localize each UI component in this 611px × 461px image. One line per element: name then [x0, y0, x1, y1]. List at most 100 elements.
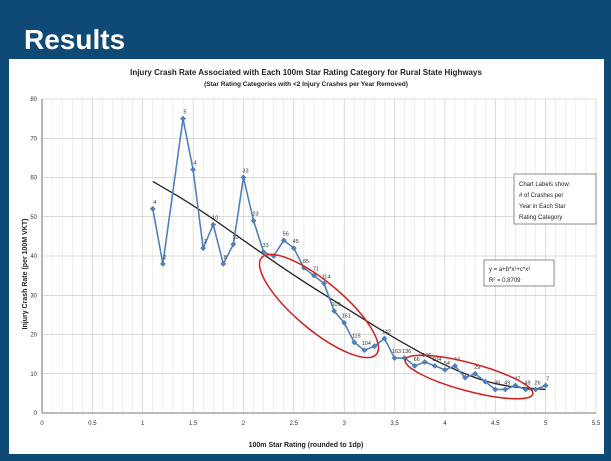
- data-label: 163: [392, 349, 401, 355]
- data-label: 29: [474, 365, 480, 371]
- data-label: 49: [504, 380, 510, 386]
- y-tick-label: 60: [30, 176, 37, 182]
- data-label: 7: [546, 377, 549, 383]
- axes: 0 0.5 1 1.5 2 2.5 3 3.5 4 4.5 5 5.5 0 10 20 30 40 50 60 70 8…: [30, 97, 601, 427]
- note-line-3: Year in Each Star: [519, 204, 565, 210]
- x-tick-label: 4.5: [491, 421, 500, 427]
- y-tick-label: 80: [30, 97, 37, 103]
- data-label: 71: [313, 267, 319, 273]
- data-point: [260, 249, 267, 255]
- data-label: 3: [204, 239, 207, 245]
- chart-label-note-box: Chart Labels show: # of Crashes per Year…: [513, 173, 597, 225]
- data-point: [421, 359, 428, 365]
- data-label: 26: [535, 380, 541, 386]
- data-label: 142: [382, 329, 391, 335]
- data-point: [250, 217, 257, 224]
- data-label: 33: [263, 243, 269, 249]
- data-point: [492, 386, 499, 393]
- x-tick-label: 3.5: [390, 421, 399, 427]
- x-tick-label: 2.5: [290, 421, 299, 427]
- data-label: 109: [332, 302, 341, 308]
- y-axis-title: Injury Crash Rate (per 100M VKT): [22, 219, 29, 330]
- data-point: [351, 339, 358, 346]
- highlight-ellipse-mid: [258, 253, 380, 359]
- data-label: 26: [494, 380, 500, 386]
- x-tick-label: 0: [40, 421, 44, 427]
- x-tick-label: 0.5: [88, 421, 97, 427]
- data-label: 85: [303, 259, 309, 265]
- y-tick-label: 30: [30, 293, 37, 299]
- series-line: [152, 118, 546, 391]
- chart-title: Injury Crash Rate Associated with Each 1…: [130, 68, 482, 77]
- data-label: 54: [444, 361, 450, 367]
- note-box-frame: [513, 173, 597, 225]
- trend-r2: R² = 0.8709: [489, 278, 521, 284]
- data-label: 2: [163, 255, 166, 261]
- data-label: 136: [402, 349, 411, 355]
- data-point: [452, 363, 458, 369]
- data-point: [220, 260, 227, 267]
- y-tick-label: 40: [30, 254, 37, 260]
- y-tick-label: 0: [34, 411, 38, 417]
- data-point: [190, 166, 196, 173]
- data-label: 45: [293, 239, 299, 245]
- data-point: [361, 347, 368, 354]
- y-tick-label: 20: [30, 333, 37, 339]
- data-point: [512, 382, 519, 389]
- x-tick-label: 1: [141, 421, 145, 427]
- data-label: 23: [252, 212, 258, 218]
- data-point: [159, 260, 166, 267]
- data-labels: 4254310812332333564585711141091611151041…: [153, 110, 549, 387]
- data-point: [381, 335, 388, 342]
- data-point: [391, 355, 398, 361]
- data-point: [290, 245, 297, 252]
- data-point: [532, 386, 539, 393]
- highlight-ellipses: [258, 253, 534, 400]
- data-point: [210, 221, 217, 228]
- x-tick-label: 2: [242, 421, 246, 427]
- data-point: [321, 280, 327, 287]
- slide-title: Results: [24, 24, 126, 55]
- data-label: 4: [153, 200, 156, 206]
- data-point: [240, 174, 247, 181]
- data-label: 104: [362, 341, 371, 347]
- equation-box-frame: [483, 259, 555, 287]
- x-tick-label: 1.5: [189, 421, 198, 427]
- x-tick-label: 5.5: [592, 421, 601, 427]
- note-line-4: Rating Category: [519, 215, 562, 221]
- data-point: [502, 386, 509, 393]
- data-point: [522, 386, 529, 393]
- data-point: [180, 115, 186, 122]
- data-label: 49: [524, 380, 530, 386]
- note-line-2: # of Crashes per: [519, 193, 563, 199]
- data-point: [542, 382, 549, 389]
- data-point: [200, 245, 207, 252]
- x-tick-label: 3: [343, 421, 347, 427]
- data-label: 33: [242, 169, 248, 175]
- data-label: 114: [322, 274, 331, 280]
- chart-subtitle: (Star Rating Categories with <2 Injury C…: [204, 81, 408, 88]
- y-tick-label: 50: [30, 215, 37, 221]
- trend-equation: y = a+b*x¹+c*x²: [489, 267, 530, 273]
- data-point: [331, 308, 337, 314]
- data-label: 66: [414, 357, 420, 363]
- data-label: 10: [212, 216, 218, 222]
- data-point: [341, 319, 348, 326]
- trendline: [152, 180, 546, 391]
- data-label: 56: [283, 231, 289, 237]
- data-label: 5: [183, 110, 186, 116]
- data-point: [230, 241, 237, 248]
- trend-equation-box: y = a+b*x¹+c*x² R² = 0.8709: [483, 259, 555, 287]
- chart: Injury Crash Rate Associated with Each 1…: [22, 68, 601, 449]
- data-point: [280, 237, 287, 244]
- data-point: [311, 272, 317, 279]
- trendline-path: [152, 180, 546, 391]
- data-series: [149, 115, 549, 393]
- data-point: [411, 363, 418, 369]
- note-line-1: Chart Labels show:: [519, 182, 571, 188]
- data-point: [442, 366, 448, 373]
- data-point: [431, 363, 438, 369]
- data-point: [371, 343, 378, 350]
- data-label: 12: [232, 235, 238, 241]
- x-tick-label: 5: [544, 421, 548, 427]
